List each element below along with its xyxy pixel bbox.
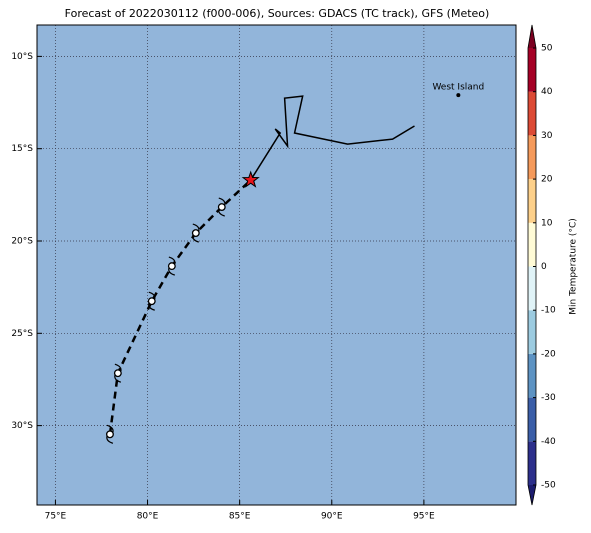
colorbar-tick-label: -40 [541,437,556,447]
sea [37,25,516,505]
x-tick-label: 95°E [413,512,435,522]
colorbar-band [528,222,536,267]
colorbar-tick-label: 0 [541,262,547,272]
colorbar-tick-label: 10 [541,218,553,228]
colorbar-band [528,441,536,485]
colorbar-band [528,266,536,311]
chart-title: Forecast of 2022030112 (f000-006), Sourc… [65,7,490,20]
colorbar-tick-label: 50 [541,44,553,54]
y-tick-label: 30°S [11,421,33,431]
cyclone-position [113,369,122,378]
cyclone-position [191,229,200,238]
colorbar-tick-label: 20 [541,175,553,185]
colorbar-band [528,397,536,442]
cyclone-position [147,297,156,306]
colorbar-under [528,485,536,505]
colorbar-band [528,179,536,223]
colorbar-tick-label: 30 [541,131,553,141]
cyclone-position [167,262,176,271]
cyclone-arms [106,424,114,444]
y-tick-label: 20°S [11,237,33,247]
y-tick-label: 25°S [11,329,33,339]
cyclone-position [106,430,114,439]
cyclone-arms [148,291,156,311]
place-label: West Island [432,83,484,93]
place-marker [456,93,461,98]
current-position [241,170,260,188]
colorbar-tick-label: -10 [541,306,556,316]
colorbar-tick-label: -20 [541,349,556,359]
colorbar-tick-label: -50 [541,481,556,491]
cyclone-position [217,203,226,211]
x-tick-label: 75°E [45,512,67,522]
colorbar-label: Min Temperature (°C) [569,218,579,315]
y-tick-label: 10°S [11,52,33,62]
colorbar-band [528,353,536,398]
x-tick-label: 80°E [137,512,159,522]
forecast-track [250,95,415,181]
colorbar-over [528,25,536,48]
x-tick-label: 90°E [321,512,343,522]
x-tick-label: 85°E [229,512,251,522]
colorbar-band [528,310,536,354]
map-frame [36,24,517,506]
colorbar-tick-label: -30 [541,393,556,403]
colorbar-band [528,91,536,136]
colorbar-band [528,48,536,92]
cyclone-arms [168,256,176,276]
colorbar-tick-label: 40 [541,87,553,97]
cyclone-arms [218,197,226,217]
colorbar-band [528,135,536,180]
y-tick-label: 15°S [11,144,33,154]
cyclone-arms [114,363,122,383]
cyclone-arms [192,223,200,243]
